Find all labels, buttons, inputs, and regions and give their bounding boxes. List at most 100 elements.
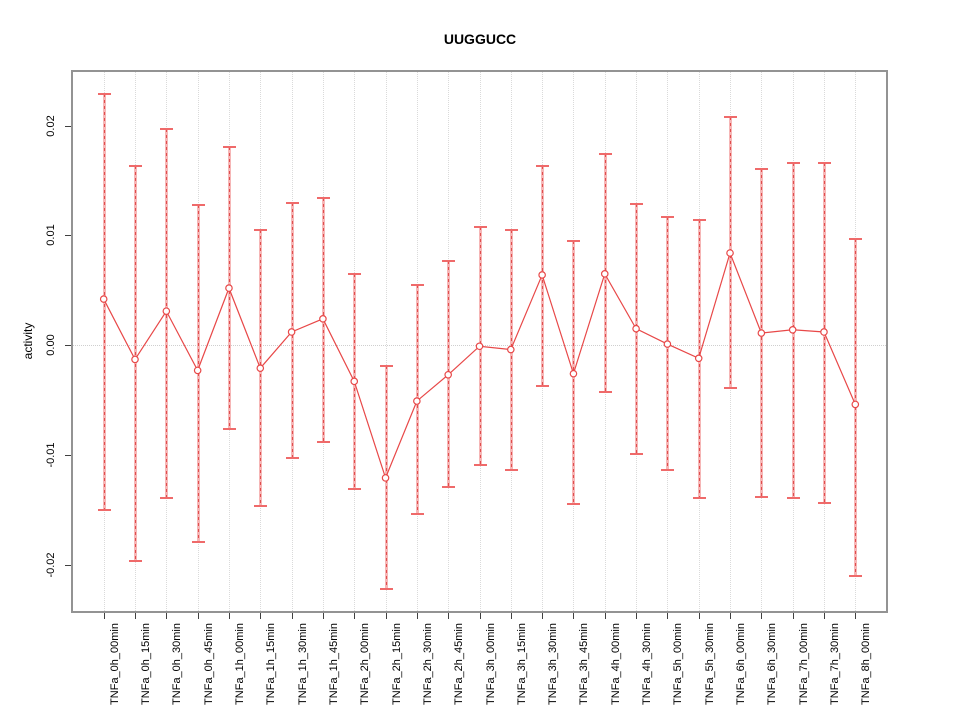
x-tick-label: TNFa_2h_30min [421, 623, 434, 705]
x-tick-label: TNFa_0h_15min [140, 623, 153, 705]
plot-area [71, 70, 888, 613]
error-bar-cap-bottom [160, 496, 174, 499]
x-tick-mark [135, 613, 137, 619]
x-tick-label: TNFa_1h_15min [265, 623, 278, 705]
error-bar-cap-bottom [442, 485, 456, 488]
x-tick-mark [792, 613, 794, 619]
error-bar-cap-bottom [222, 427, 236, 430]
error-bar-cap-bottom [598, 391, 612, 394]
x-tick-label: TNFa_3h_45min [578, 623, 591, 705]
error-bar-cap-bottom [536, 384, 550, 387]
x-tick-mark [855, 613, 857, 619]
x-tick-mark [416, 613, 418, 619]
x-tick-label: TNFa_1h_30min [296, 623, 309, 705]
x-tick-label: TNFa_1h_00min [233, 623, 246, 705]
x-tick-mark [604, 613, 606, 619]
data-point-marker [287, 328, 296, 336]
error-bar-cap-top [630, 202, 644, 205]
error-bar-cap-top [442, 259, 456, 262]
data-point-marker [413, 397, 421, 405]
x-tick-mark [698, 613, 700, 619]
error-bar-cap-top [661, 215, 675, 218]
x-tick-mark [761, 613, 763, 619]
data-point-marker [757, 329, 766, 337]
data-point-marker [381, 474, 390, 482]
data-point-marker [632, 324, 640, 333]
error-bar-cap-bottom [849, 574, 863, 577]
x-tick-label: TNFa_0h_30min [171, 623, 184, 705]
x-tick-label: TNFa_3h_30min [547, 623, 560, 705]
error-bar-cap-bottom [129, 560, 143, 563]
x-tick-mark [448, 613, 450, 619]
x-tick-mark [479, 613, 481, 619]
error-bar-cap-bottom [285, 457, 299, 460]
error-bar-cap-top [97, 92, 111, 95]
error-bar-cap-top [379, 364, 393, 367]
error-bar-cap-bottom [724, 386, 738, 389]
x-tick-mark [260, 613, 262, 619]
x-tick-mark [103, 613, 105, 619]
error-bar-cap-top [849, 237, 863, 240]
data-point-marker [99, 295, 108, 303]
x-tick-label: TNFa_8h_00min [860, 623, 873, 705]
x-tick-label: TNFa_7h_30min [828, 623, 841, 705]
error-bar-cap-bottom [254, 505, 268, 508]
x-tick-mark [354, 613, 356, 619]
y-tick-label: 0.02 [45, 115, 57, 137]
data-point-marker [851, 400, 860, 409]
y-tick-label: 0.01 [45, 224, 57, 247]
gridline [385, 72, 387, 611]
error-bar-cap-top [410, 283, 424, 286]
error-bar-cap-top [473, 225, 487, 228]
data-series [99, 249, 860, 482]
error-bar-cap-bottom [817, 502, 831, 505]
error-bar-cap-top [817, 162, 831, 165]
data-point-marker [569, 369, 578, 378]
x-tick-label: TNFa_2h_15min [390, 623, 403, 705]
error-bar [134, 166, 138, 562]
x-tick-mark [197, 613, 199, 619]
data-point-marker [788, 325, 797, 334]
error-bar-cap-top [786, 162, 800, 165]
error-bar-cap-bottom [316, 440, 330, 443]
x-tick-label: TNFa_4h_30min [641, 623, 654, 705]
error-bar-cap-top [254, 228, 268, 231]
error-bar-cap-top [504, 228, 518, 231]
y-tick-mark [65, 564, 71, 566]
x-tick-label: TNFa_7h_00min [797, 623, 810, 705]
data-point-marker [256, 364, 265, 372]
data-point-marker [507, 345, 515, 354]
data-point-marker [820, 328, 828, 336]
series-line [103, 251, 856, 480]
error-bar-cap-bottom [567, 503, 581, 506]
error-bar-cap-top [724, 115, 738, 118]
error-bar-cap-bottom [661, 469, 675, 472]
error-bar-cap-bottom [410, 513, 424, 516]
error-bar-cap-top [567, 239, 581, 242]
x-tick-label: TNFa_2h_00min [359, 623, 372, 705]
y-tick-mark [65, 125, 71, 127]
x-tick-mark [823, 613, 825, 619]
error-bar-cap-top [598, 153, 612, 156]
x-tick-mark [667, 613, 669, 619]
x-tick-label: TNFa_0h_00min [108, 623, 121, 705]
y-tick-label: 0.00 [45, 334, 57, 356]
error-bar-cap-top [316, 197, 330, 200]
x-tick-mark [291, 613, 293, 619]
error-bar-cap-top [191, 203, 205, 206]
x-tick-label: TNFa_4h_00min [609, 623, 622, 705]
x-tick-label: TNFa_6h_30min [766, 623, 779, 705]
error-bar-cap-top [222, 145, 236, 148]
data-point-marker [444, 370, 452, 379]
error-bar-cap-top [692, 219, 706, 222]
y-tick-label: -0.02 [45, 551, 57, 578]
error-bar-cap-bottom [755, 495, 769, 498]
error-bar-cap-bottom [473, 463, 487, 466]
data-point-marker [225, 284, 233, 292]
error-bar-cap-bottom [191, 540, 205, 543]
x-tick-label: TNFa_5h_30min [703, 623, 716, 705]
x-tick-mark [573, 613, 575, 619]
error-bar-cap-bottom [786, 496, 800, 499]
x-tick-label: TNFa_6h_00min [735, 623, 748, 705]
error-bar-cap-top [755, 167, 769, 170]
